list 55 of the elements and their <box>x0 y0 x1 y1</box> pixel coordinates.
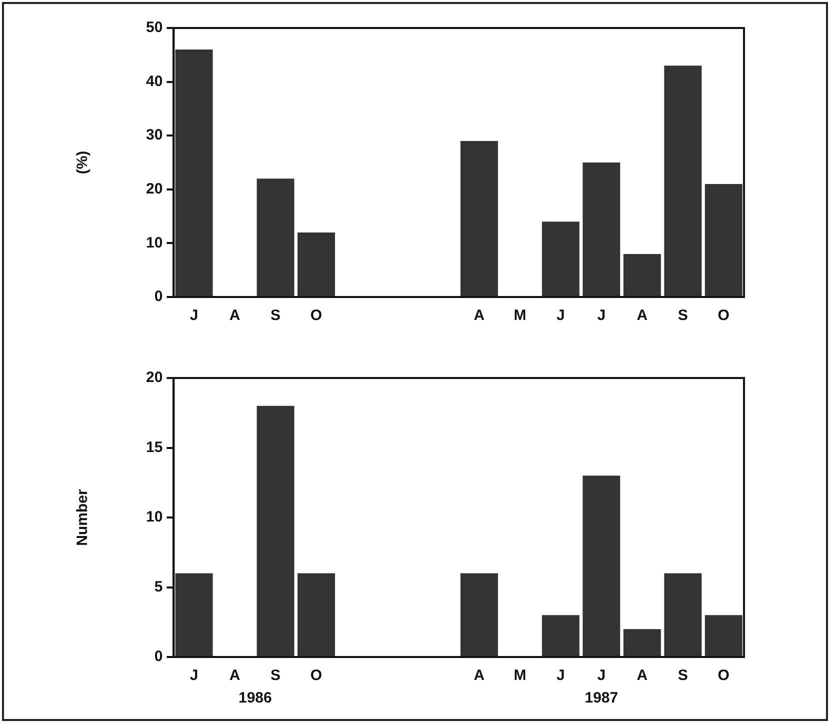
y-tick-label: 0 <box>154 288 163 306</box>
x-tick-label: A <box>229 307 240 324</box>
y-tick-label: 10 <box>146 234 163 252</box>
bar <box>256 406 294 656</box>
text: 1986 <box>238 690 272 707</box>
x-tick-label: J <box>556 307 565 324</box>
x-tick-label: J <box>597 667 606 684</box>
x-tick-label: S <box>678 307 688 324</box>
y-tick-label: 20 <box>146 180 163 198</box>
bar <box>175 50 213 296</box>
bar <box>582 162 620 296</box>
bar <box>623 254 661 296</box>
y-axis-title: (%) <box>74 150 92 174</box>
y-tick-label: 15 <box>146 438 163 456</box>
x-tick-label: O <box>718 667 730 684</box>
x-tick-label: A <box>636 667 648 684</box>
y-tick-label: 20 <box>146 369 163 386</box>
y-tick-label: 50 <box>146 19 163 36</box>
bar <box>664 573 702 656</box>
y-axis-title: Number <box>74 489 92 546</box>
bar <box>175 573 213 656</box>
x-tick-label: O <box>718 307 730 324</box>
bar <box>542 222 580 296</box>
bar <box>460 573 498 656</box>
x-tick-label: A <box>636 307 648 324</box>
bar <box>542 615 580 656</box>
y-tick-label: 40 <box>146 72 163 90</box>
x-tick-label: S <box>270 307 281 324</box>
x-tick-label: J <box>190 307 198 324</box>
y-tick-label: 5 <box>154 578 163 596</box>
x-tick-label: J <box>556 667 565 684</box>
bar <box>256 178 294 296</box>
x-tick-label: S <box>678 667 688 684</box>
x-tick-label: J <box>597 307 606 324</box>
x-tick-label: A <box>474 667 485 684</box>
x-tick-label: O <box>310 307 322 324</box>
bar <box>704 184 742 296</box>
x-tick-label: J <box>190 667 198 684</box>
bar <box>298 232 336 296</box>
y-tick-label: 0 <box>154 648 163 666</box>
x-tick-label: O <box>310 667 322 684</box>
bar <box>623 629 661 656</box>
bar <box>582 476 620 656</box>
bar <box>704 615 742 656</box>
bar <box>664 66 702 296</box>
x-tick-label: M <box>514 667 526 684</box>
bar <box>298 573 336 656</box>
x-tick-label: A <box>229 667 240 684</box>
x-tick-label: S <box>270 667 281 684</box>
x-tick-label: A <box>474 307 485 324</box>
text: 1987 <box>584 690 618 707</box>
bar <box>460 140 498 296</box>
x-tick-label: M <box>514 307 526 324</box>
y-tick-label: 10 <box>146 508 163 526</box>
y-tick-label: 30 <box>146 126 163 144</box>
